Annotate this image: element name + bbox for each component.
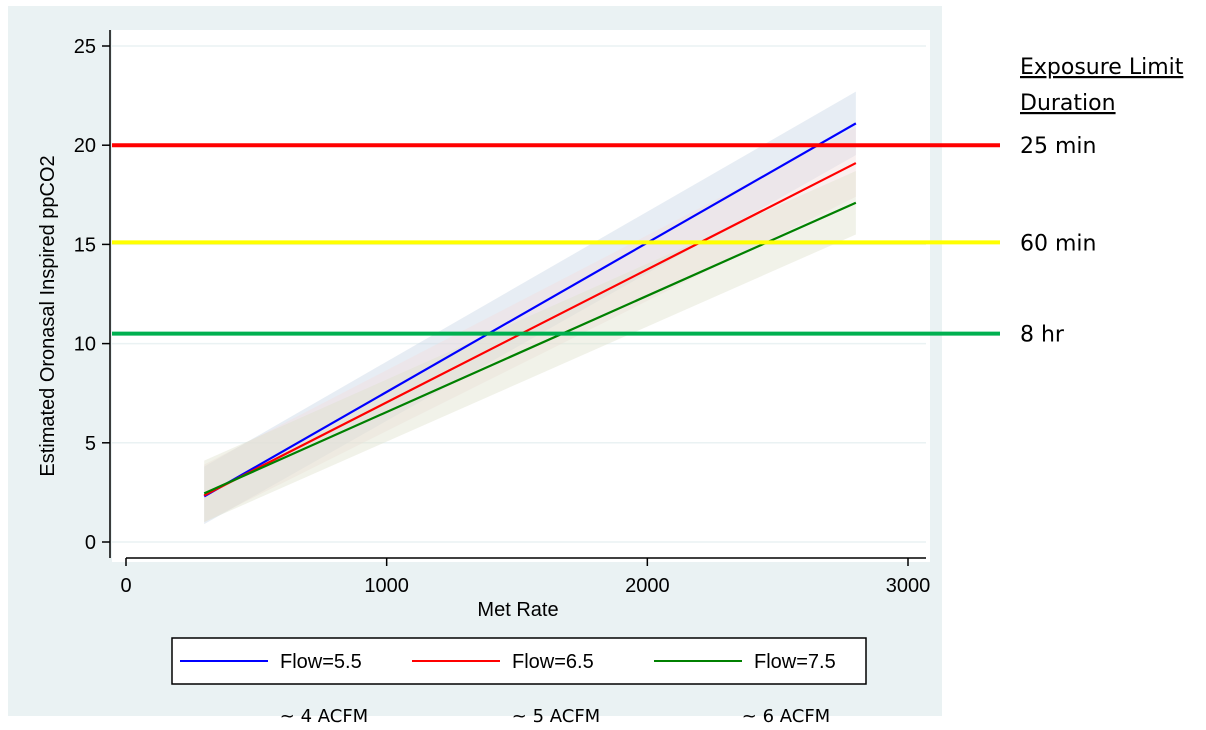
acfm-label-3: ~ 6 ACFM (742, 706, 830, 727)
x-tick-label-0: 0 (120, 575, 131, 597)
legend-label-1: Flow=5.5 (280, 651, 362, 673)
acfm-labels: ~ 4 ACFM ~ 5 ACFM ~ 6 ACFM (280, 706, 830, 727)
x-tick-label-3000: 3000 (886, 575, 931, 597)
ci-band-3 (204, 170, 856, 523)
series-line-3 (203, 201, 857, 495)
ci-band-1 (204, 91, 856, 525)
series-line-1 (203, 122, 857, 498)
legend-label-2: Flow=6.5 (512, 651, 594, 673)
x-tick-label-2000: 2000 (625, 575, 670, 597)
legend-box (171, 637, 867, 685)
reference-label-1: 25 min (1020, 134, 1096, 159)
y-axis-ticks: 0 5 10 15 20 25 (74, 36, 110, 554)
exposure-limit-title-line1: Exposure Limit (1020, 55, 1184, 80)
x-axis-ticks: 0 1000 2000 3000 (120, 558, 930, 597)
legend-label-3: Flow=7.5 (754, 651, 836, 673)
y-tick-label-15: 15 (74, 234, 96, 256)
confidence-bands (204, 91, 856, 525)
reference-lines: 25 min 60 min 8 hr (112, 134, 1096, 348)
reference-label-3: 8 hr (1020, 323, 1065, 348)
x-axis-title: Met Rate (477, 599, 558, 621)
exposure-limit-title-line2: Duration (1020, 91, 1116, 116)
reference-label-2: 60 min (1020, 231, 1096, 256)
x-tick-label-1000: 1000 (364, 575, 409, 597)
acfm-label-1: ~ 4 ACFM (280, 706, 368, 727)
series-lines (203, 122, 857, 498)
y-tick-label-5: 5 (85, 433, 96, 455)
y-tick-label-0: 0 (85, 532, 96, 554)
legend: Flow=5.5 Flow=6.5 Flow=7.5 (171, 637, 867, 685)
y-tick-label-10: 10 (74, 334, 96, 356)
acfm-label-2: ~ 5 ACFM (512, 706, 600, 727)
ci-band-2 (204, 127, 856, 523)
y-tick-label-25: 25 (74, 36, 96, 58)
y-axis-title: Estimated Oronasal Inspired ppCO2 (37, 155, 59, 476)
series-line-2 (203, 162, 857, 497)
y-tick-label-20: 20 (74, 135, 96, 157)
